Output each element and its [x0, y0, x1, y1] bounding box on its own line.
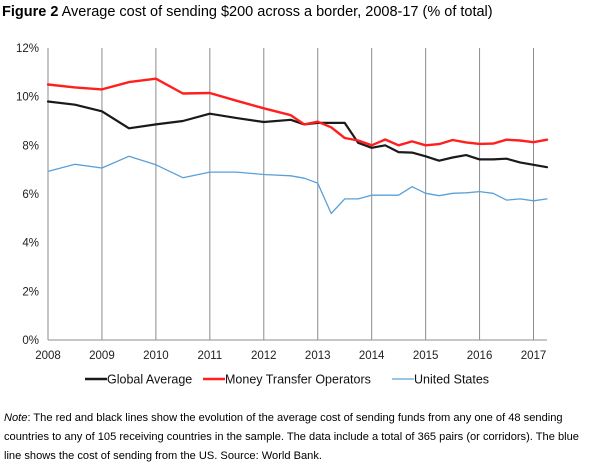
x-tick-label-2008: 2008: [35, 350, 61, 362]
y-tick-label-10pct: 10%: [16, 92, 39, 104]
y-tick-label-0pct: 0%: [22, 335, 39, 347]
figure-title-text: Average cost of sending $200 across a bo…: [61, 4, 493, 20]
figure-label: Figure 2: [2, 4, 59, 20]
x-tick-label-2016: 2016: [467, 350, 493, 362]
x-tick-label-2012: 2012: [251, 350, 277, 362]
series-line-united-states: [47, 155, 548, 215]
y-tick-label-8pct: 8%: [22, 140, 39, 152]
legend-label-united-states: United States: [414, 373, 489, 387]
series-line-global-average: [46, 100, 549, 169]
x-tick-label-2010: 2010: [143, 350, 169, 362]
x-tick-label-2014: 2014: [359, 350, 385, 362]
y-tick-label-2pct: 2%: [22, 286, 39, 298]
legend-label-money-transfer-operators: Money Transfer Operators: [225, 373, 371, 387]
figure-title: Figure 2 Average cost of sending $200 ac…: [2, 4, 493, 20]
series-line-money-transfer-operators: [46, 77, 549, 147]
y-tick-label-6pct: 6%: [22, 189, 39, 201]
x-tick-label-2009: 2009: [89, 350, 115, 362]
line-chart: 0% 2% 4% 6% 8% 10% 12% 2008 2009 2010 2011 2012 2013…: [16, 43, 549, 387]
figure-note: Note: The red and black lines show the e…: [4, 409, 596, 466]
note-label: Note: [4, 412, 28, 424]
note-text: : The red and black lines show the evolu…: [4, 412, 579, 462]
x-tick-label-2013: 2013: [305, 350, 331, 362]
y-tick-label-12pct: 12%: [16, 43, 39, 55]
x-tick-label-2017: 2017: [521, 350, 547, 362]
y-tick-label-4pct: 4%: [22, 238, 39, 250]
x-tick-label-2011: 2011: [197, 350, 222, 362]
legend-label-global-average: Global Average: [107, 373, 192, 387]
x-tick-label-2015: 2015: [413, 350, 439, 362]
